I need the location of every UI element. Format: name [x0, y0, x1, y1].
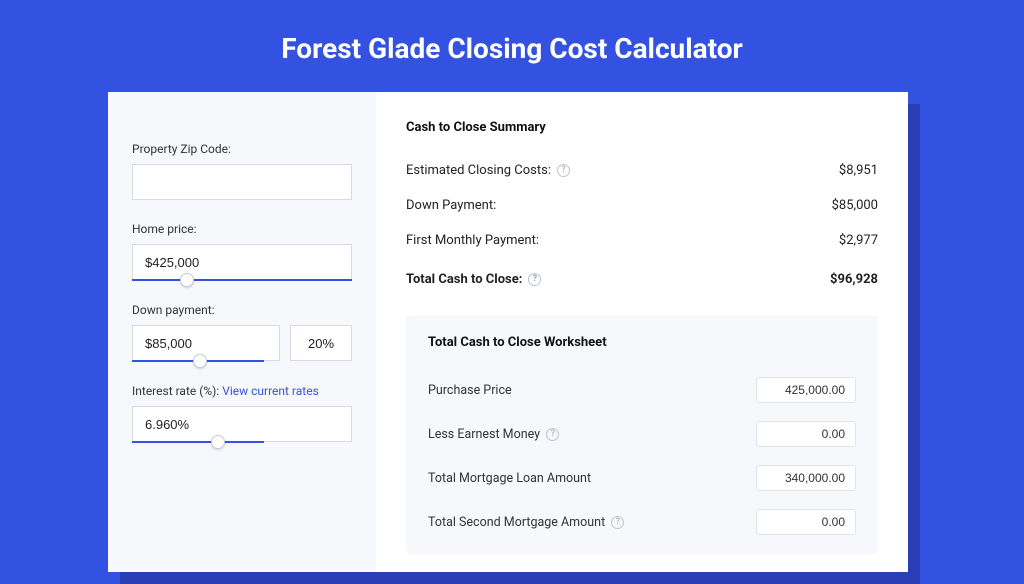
summary-title: Cash to Close Summary: [406, 120, 878, 135]
down-payment-label: Down payment:: [132, 303, 352, 317]
interest-label: Interest rate (%): View current rates: [132, 384, 352, 398]
worksheet-row: Total Mortgage Loan Amount: [428, 456, 856, 500]
worksheet-row: Total Second Mortgage Amount ?: [428, 500, 856, 544]
summary-row-value: $2,977: [839, 233, 878, 248]
summary-total-row: Total Cash to Close: ? $96,928: [406, 262, 878, 297]
down-payment-pct-input[interactable]: [290, 325, 352, 361]
interest-label-text: Interest rate (%):: [132, 384, 219, 398]
interest-field-group: Interest rate (%): View current rates: [132, 384, 352, 443]
help-icon[interactable]: ?: [546, 428, 559, 441]
zip-field-group: Property Zip Code:: [132, 142, 352, 200]
summary-row: Estimated Closing Costs: ? $8,951: [406, 153, 878, 188]
worksheet-panel: Total Cash to Close Worksheet Purchase P…: [406, 315, 878, 554]
interest-input[interactable]: [132, 406, 352, 442]
home-price-label: Home price:: [132, 222, 352, 236]
down-payment-input[interactable]: [132, 325, 280, 361]
summary-row: Down Payment: $85,000: [406, 188, 878, 223]
summary-row: First Monthly Payment: $2,977: [406, 223, 878, 258]
summary-row-label: First Monthly Payment:: [406, 233, 539, 248]
worksheet-row: Purchase Price: [428, 368, 856, 412]
help-icon[interactable]: ?: [557, 164, 570, 177]
results-panel: Cash to Close Summary Estimated Closing …: [376, 92, 908, 572]
worksheet-title: Total Cash to Close Worksheet: [428, 335, 856, 350]
down-payment-slider-thumb[interactable]: [193, 354, 207, 368]
down-payment-slider[interactable]: [132, 360, 264, 362]
worksheet-row-label: Total Mortgage Loan Amount: [428, 471, 591, 486]
summary-row-value: $85,000: [832, 198, 878, 213]
down-payment-field-group: Down payment:: [132, 303, 352, 362]
summary-row-label: Estimated Closing Costs:: [406, 163, 551, 178]
interest-slider-thumb[interactable]: [211, 435, 225, 449]
worksheet-value-input[interactable]: [756, 421, 856, 447]
worksheet-value-input[interactable]: [756, 509, 856, 535]
interest-slider[interactable]: [132, 441, 264, 443]
page-title: Forest Glade Closing Cost Calculator: [0, 0, 1024, 87]
inputs-panel: Property Zip Code: Home price: Down paym…: [108, 92, 376, 572]
home-price-input[interactable]: [132, 244, 352, 280]
view-rates-link[interactable]: View current rates: [222, 384, 319, 398]
summary-row-label: Down Payment:: [406, 198, 496, 213]
worksheet-row-label: Total Second Mortgage Amount: [428, 515, 605, 530]
home-price-slider[interactable]: [132, 279, 352, 281]
home-price-field-group: Home price:: [132, 222, 352, 281]
summary-row-value: $8,951: [839, 163, 878, 178]
worksheet-row-label: Purchase Price: [428, 383, 512, 398]
help-icon[interactable]: ?: [528, 273, 541, 286]
zip-label: Property Zip Code:: [132, 142, 352, 156]
calculator-card: Property Zip Code: Home price: Down paym…: [108, 92, 908, 572]
worksheet-value-input[interactable]: [756, 465, 856, 491]
zip-input[interactable]: [132, 164, 352, 200]
summary-total-label: Total Cash to Close:: [406, 272, 522, 287]
worksheet-row-label: Less Earnest Money: [428, 427, 540, 442]
worksheet-value-input[interactable]: [756, 377, 856, 403]
worksheet-row: Less Earnest Money ?: [428, 412, 856, 456]
help-icon[interactable]: ?: [611, 516, 624, 529]
home-price-slider-thumb[interactable]: [180, 273, 194, 287]
summary-total-value: $96,928: [830, 272, 878, 287]
